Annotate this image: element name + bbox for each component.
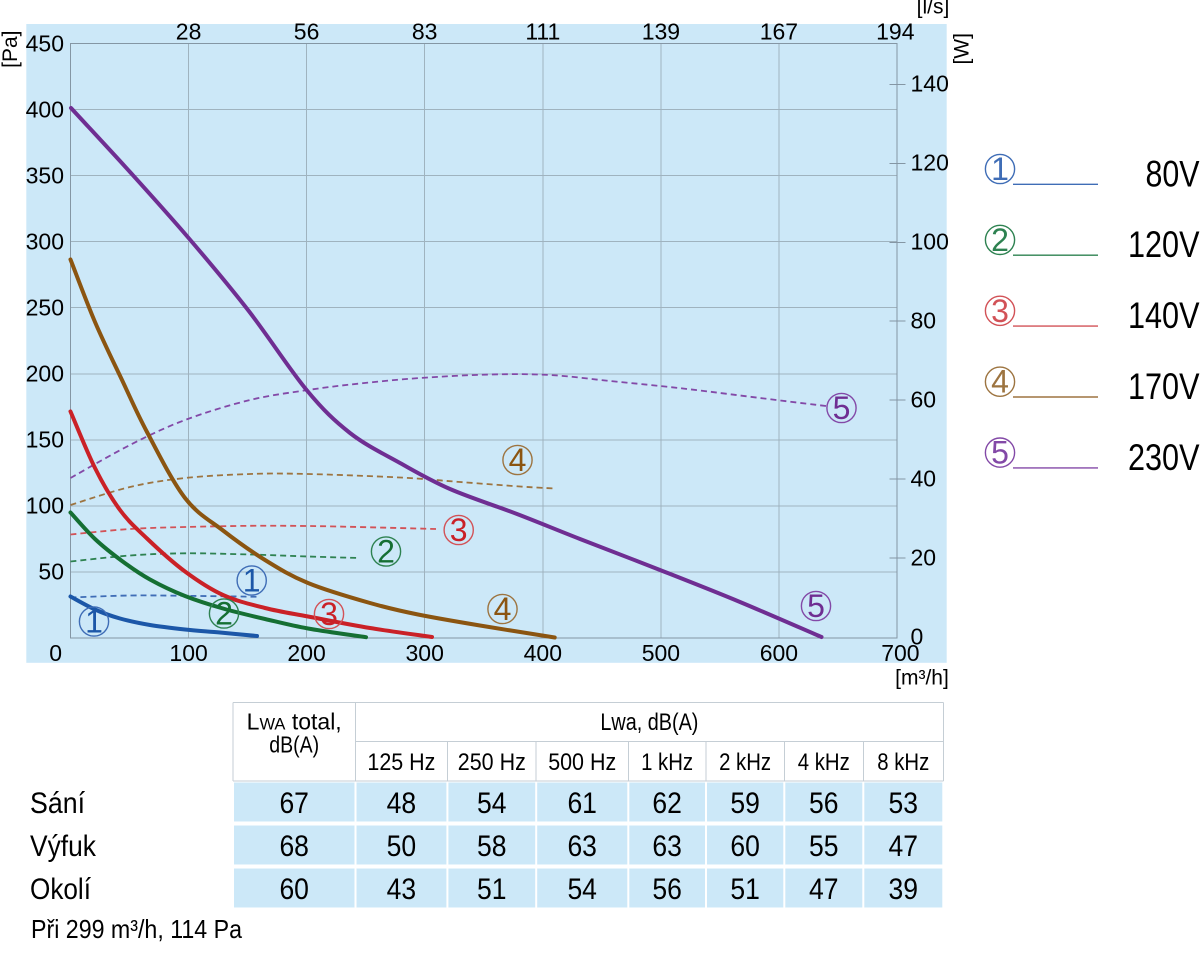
svg-text:100: 100 xyxy=(169,640,207,666)
svg-text:60: 60 xyxy=(911,387,937,413)
svg-text:60: 60 xyxy=(279,873,309,906)
svg-text:200: 200 xyxy=(287,640,325,666)
svg-text:47: 47 xyxy=(809,873,839,906)
svg-text:230V: 230V xyxy=(1128,437,1200,478)
svg-text:200: 200 xyxy=(26,361,64,387)
svg-text:1: 1 xyxy=(991,151,1009,187)
svg-text:53: 53 xyxy=(889,787,919,820)
svg-text:140V: 140V xyxy=(1128,295,1200,336)
svg-text:100: 100 xyxy=(26,493,64,519)
svg-text:61: 61 xyxy=(567,787,597,820)
svg-text:170V: 170V xyxy=(1128,366,1200,407)
svg-text:111: 111 xyxy=(525,19,560,45)
svg-text:Sání: Sání xyxy=(30,787,86,820)
svg-text:59: 59 xyxy=(730,787,760,820)
svg-text:39: 39 xyxy=(889,873,919,906)
svg-text:40: 40 xyxy=(911,465,937,491)
svg-text:63: 63 xyxy=(567,830,597,863)
svg-text:3: 3 xyxy=(320,596,338,632)
svg-text:250: 250 xyxy=(26,295,64,321)
svg-text:68: 68 xyxy=(279,830,309,863)
svg-text:120V: 120V xyxy=(1128,224,1200,265)
svg-text:3: 3 xyxy=(991,293,1009,329)
svg-text:5: 5 xyxy=(807,588,825,624)
svg-text:80: 80 xyxy=(911,308,937,334)
svg-text:56: 56 xyxy=(294,19,320,45)
svg-text:3: 3 xyxy=(450,512,468,548)
svg-text:600: 600 xyxy=(760,640,798,666)
svg-text:63: 63 xyxy=(652,830,682,863)
svg-text:150: 150 xyxy=(26,427,64,453)
svg-text:2: 2 xyxy=(377,534,395,570)
svg-text:300: 300 xyxy=(406,640,444,666)
svg-text:50: 50 xyxy=(38,559,64,585)
svg-text:54: 54 xyxy=(477,787,507,820)
svg-text:4: 4 xyxy=(991,364,1009,400)
svg-text:500: 500 xyxy=(642,640,680,666)
svg-text:55: 55 xyxy=(809,830,839,863)
svg-text:2: 2 xyxy=(215,596,233,632)
svg-text:2 kHz: 2 kHz xyxy=(719,749,771,776)
svg-text:60: 60 xyxy=(730,830,760,863)
svg-text:48: 48 xyxy=(387,787,417,820)
svg-text:250 Hz: 250 Hz xyxy=(458,749,526,776)
svg-text:43: 43 xyxy=(387,873,417,906)
svg-text:1: 1 xyxy=(85,604,103,640)
svg-text:LWA total,: LWA total, xyxy=(247,709,342,735)
svg-text:700: 700 xyxy=(881,640,919,666)
svg-text:8 kHz: 8 kHz xyxy=(877,749,929,776)
svg-text:dB(A): dB(A) xyxy=(269,732,319,758)
svg-text:Okolí: Okolí xyxy=(30,873,92,906)
svg-text:83: 83 xyxy=(412,19,438,45)
svg-text:80V: 80V xyxy=(1146,153,1200,194)
svg-text:194: 194 xyxy=(876,19,915,45)
svg-text:50: 50 xyxy=(387,830,417,863)
svg-text:4 kHz: 4 kHz xyxy=(798,749,850,776)
svg-text:[l/s]: [l/s] xyxy=(917,0,950,18)
svg-text:20: 20 xyxy=(911,544,937,570)
svg-text:140: 140 xyxy=(911,71,949,97)
svg-text:4: 4 xyxy=(509,442,527,478)
svg-text:Lwa, dB(A): Lwa, dB(A) xyxy=(600,709,698,736)
svg-text:350: 350 xyxy=(26,163,64,189)
svg-text:4: 4 xyxy=(494,591,512,627)
svg-text:2: 2 xyxy=(991,222,1009,258)
svg-text:400: 400 xyxy=(524,640,562,666)
svg-text:56: 56 xyxy=(809,787,839,820)
svg-text:5: 5 xyxy=(991,435,1009,471)
svg-text:125 Hz: 125 Hz xyxy=(367,749,435,776)
svg-text:Výfuk: Výfuk xyxy=(30,830,97,863)
svg-text:1: 1 xyxy=(243,563,261,599)
svg-text:0: 0 xyxy=(911,623,924,649)
svg-text:300: 300 xyxy=(26,229,64,255)
svg-text:5: 5 xyxy=(833,390,851,426)
svg-text:28: 28 xyxy=(176,19,202,45)
svg-text:[m³/h]: [m³/h] xyxy=(895,667,949,690)
svg-text:0: 0 xyxy=(49,640,62,666)
svg-text:100: 100 xyxy=(911,229,949,255)
svg-text:[Pa]: [Pa] xyxy=(0,31,22,68)
svg-text:139: 139 xyxy=(642,19,680,45)
svg-text:51: 51 xyxy=(477,873,507,906)
svg-text:62: 62 xyxy=(652,787,682,820)
svg-text:Při 299 m³/h, 114 Pa: Při 299 m³/h, 114 Pa xyxy=(31,914,242,944)
svg-text:51: 51 xyxy=(730,873,760,906)
svg-text:400: 400 xyxy=(26,97,64,123)
svg-text:500 Hz: 500 Hz xyxy=(548,749,616,776)
svg-text:56: 56 xyxy=(652,873,682,906)
svg-text:167: 167 xyxy=(760,19,798,45)
svg-text:67: 67 xyxy=(279,787,309,820)
svg-text:120: 120 xyxy=(911,150,949,176)
svg-text:47: 47 xyxy=(889,830,919,863)
svg-text:1 kHz: 1 kHz xyxy=(641,749,693,776)
svg-text:[W]: [W] xyxy=(950,33,973,65)
svg-text:58: 58 xyxy=(477,830,507,863)
svg-text:450: 450 xyxy=(26,31,64,57)
svg-text:54: 54 xyxy=(567,873,597,906)
